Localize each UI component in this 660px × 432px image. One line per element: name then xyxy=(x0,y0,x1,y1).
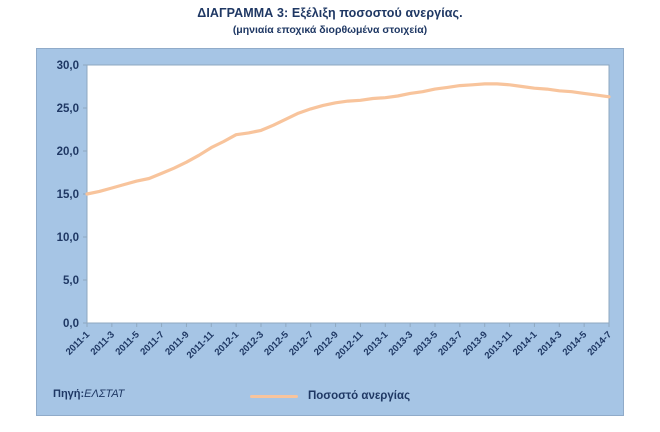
y-tick-label: 5,0 xyxy=(63,275,79,287)
x-tick-label: 2013-11 xyxy=(483,329,516,362)
x-tick-label: 2011-1 xyxy=(64,329,93,358)
y-tick-label: 25,0 xyxy=(57,103,79,115)
x-tick-label: 2014-5 xyxy=(561,329,590,358)
x-tick-label: 2014-1 xyxy=(511,329,540,358)
y-tick-label: 30,0 xyxy=(57,60,79,72)
y-tick-label: 15,0 xyxy=(57,189,79,201)
chart-title: ΔΙΑΓΡΑΜΜΑ 3: Εξέλιξη ποσοστού ανεργίας. xyxy=(197,6,463,20)
x-tick-label: 2012-11 xyxy=(333,329,366,362)
line-chart: 0,05,010,015,020,025,030,02011-12011-320… xyxy=(57,60,615,362)
x-tick-label: 2012-7 xyxy=(287,329,316,358)
series-line xyxy=(85,82,611,196)
x-tick-label: 2011-11 xyxy=(185,329,217,361)
chart-area: 0,0 5,0 10,0 15,0 20,0 25,0 30,0 2011-1 2011-3 20… xyxy=(36,48,624,416)
plot-area xyxy=(86,64,610,324)
x-tick-label: 2011-3 xyxy=(89,329,117,357)
source-text: Πηγή:ΕΛΣΤΑΤ xyxy=(53,388,124,400)
legend-label: Ποσοστό ανεργίας xyxy=(307,390,411,402)
x-tick-label: 2014-7 xyxy=(585,329,614,358)
x-tick-label: 2013-1 xyxy=(362,329,391,358)
x-tick-label: 2012-1 xyxy=(213,329,242,358)
x-tick-label: 2013-3 xyxy=(387,329,416,358)
chart-subtitle: (μηνιαία εποχικά διορθωμένα στοιχεία) xyxy=(232,24,428,36)
y-tick-label: 10,0 xyxy=(57,232,79,244)
source-value: ΕΛΣΤΑΤ xyxy=(84,388,125,400)
source-label: Πηγή: xyxy=(53,388,85,400)
chart-footer: Ποσοστό ανεργίας Πηγή:ΕΛΣΤΑΤ xyxy=(37,385,623,407)
y-tick-label: 0,0 xyxy=(63,318,79,330)
legend-line-swatch xyxy=(249,394,298,398)
x-tick-label: 2013-5 xyxy=(411,329,440,358)
x-tick-label: 2011-5 xyxy=(114,329,143,358)
x-tick-label: 2013-7 xyxy=(436,329,465,358)
x-tick-label: 2012-5 xyxy=(262,329,291,358)
x-tick-label: 2014-3 xyxy=(536,329,565,358)
x-tick-label: 2011-7 xyxy=(138,329,166,357)
y-tick-label: 20,0 xyxy=(57,146,79,158)
legend: Ποσοστό ανεργίας xyxy=(37,385,623,407)
x-tick-label: 2012-3 xyxy=(237,329,266,358)
